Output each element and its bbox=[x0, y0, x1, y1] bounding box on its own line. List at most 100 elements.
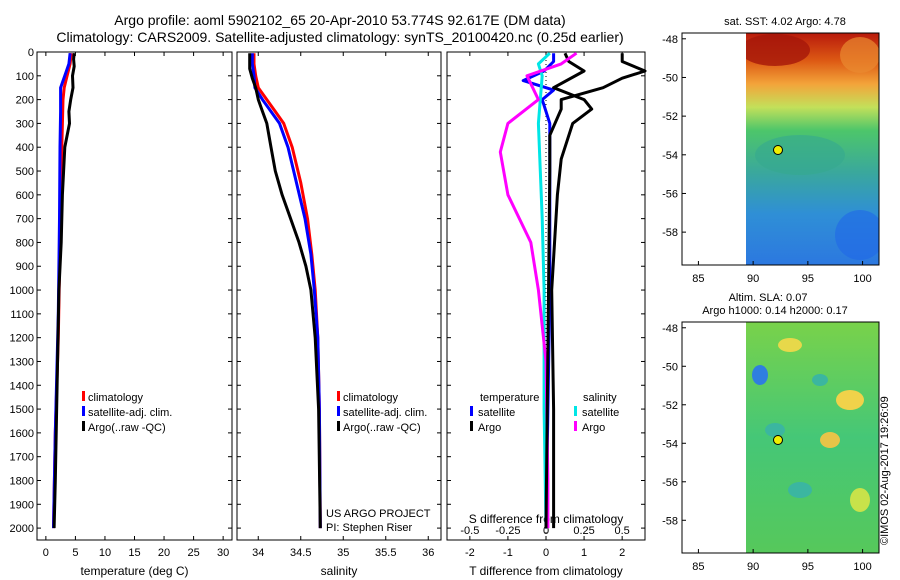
map-x-tick-label: 95 bbox=[802, 273, 814, 285]
legend-swatch bbox=[574, 406, 577, 416]
x-tick-label: -1 bbox=[503, 547, 513, 559]
x-axis-label: salinity bbox=[321, 564, 358, 578]
x-tick-label: 36 bbox=[422, 547, 434, 559]
map-y-tick-label: -48 bbox=[662, 323, 678, 335]
x-tick-label: 5 bbox=[72, 547, 78, 559]
x-tick-label: 0 bbox=[543, 547, 549, 559]
s-tick-label: -0.5 bbox=[460, 525, 479, 537]
legend-label: Argo(..raw -QC) bbox=[88, 422, 166, 434]
s-tick-label: -0.25 bbox=[495, 525, 520, 537]
legend-swatch bbox=[574, 421, 577, 431]
map-y-tick-label: -54 bbox=[662, 150, 678, 162]
map-x-tick-label: 100 bbox=[853, 561, 871, 573]
x-tick-label: 34.5 bbox=[290, 547, 311, 559]
x-tick-label: 25 bbox=[187, 547, 199, 559]
x-tick-label: 35 bbox=[337, 547, 349, 559]
map-y-tick-label: -56 bbox=[662, 188, 678, 200]
map-x-tick-label: 90 bbox=[747, 273, 759, 285]
y-tick-label: 1800 bbox=[10, 475, 34, 487]
map-y-tick-label: -54 bbox=[662, 438, 678, 450]
map-y-tick-label: -56 bbox=[662, 477, 678, 489]
legend-label: satellite bbox=[478, 407, 515, 419]
x-tick-label: 2 bbox=[619, 547, 625, 559]
credit-text: US ARGO PROJECT bbox=[326, 508, 431, 520]
map-x-tick-label: 85 bbox=[692, 561, 704, 573]
y-tick-label: 2000 bbox=[10, 523, 34, 535]
y-tick-label: 1100 bbox=[10, 309, 34, 321]
y-tick-label: 1700 bbox=[10, 452, 34, 464]
y-tick-label: 1600 bbox=[10, 428, 34, 440]
legend-swatch bbox=[337, 391, 340, 401]
x-axis-label: temperature (deg C) bbox=[80, 564, 188, 578]
x-tick-label: 20 bbox=[158, 547, 170, 559]
map-x-tick-label: 95 bbox=[802, 561, 814, 573]
y-tick-label: 1000 bbox=[10, 285, 34, 297]
pi-text: PI: Stephen Riser bbox=[326, 522, 413, 534]
y-tick-label: 500 bbox=[16, 166, 34, 178]
legend-swatch bbox=[82, 391, 85, 401]
sst-heatmap bbox=[746, 33, 879, 265]
s-tick-label: 0.25 bbox=[573, 525, 594, 537]
map-x-tick-label: 85 bbox=[692, 273, 704, 285]
legend-swatch bbox=[470, 421, 473, 431]
y-tick-label: 400 bbox=[16, 142, 34, 154]
plot-frame bbox=[36, 51, 233, 541]
sla-map-title-2: Argo h1000: 0.14 h2000: 0.17 bbox=[702, 305, 848, 317]
series-line-argo-raw-qc- bbox=[248, 53, 322, 529]
x-tick-label: 15 bbox=[128, 547, 140, 559]
map-y-tick-label: -50 bbox=[662, 361, 678, 373]
sla-profile-marker bbox=[773, 435, 783, 445]
legend-title-salinity: salinity bbox=[583, 392, 617, 404]
y-tick-label: 800 bbox=[16, 237, 34, 249]
legend-label: Argo bbox=[478, 422, 501, 434]
map-y-tick-label: -52 bbox=[662, 111, 678, 123]
x-tick-label: 10 bbox=[99, 547, 111, 559]
x-tick-label: 30 bbox=[217, 547, 229, 559]
map-y-tick-label: -58 bbox=[662, 515, 678, 527]
plot-frame bbox=[236, 51, 442, 541]
legend-title-temperature: temperature bbox=[480, 392, 539, 404]
sla-map-title-1: Altim. SLA: 0.07 bbox=[729, 292, 808, 304]
legend-label: climatology bbox=[88, 392, 144, 404]
legend-label: Argo bbox=[582, 422, 605, 434]
map-y-tick-label: -48 bbox=[662, 34, 678, 46]
y-tick-label: 1500 bbox=[10, 404, 34, 416]
y-tick-label: 1900 bbox=[10, 499, 34, 511]
legend-label: Argo(..raw -QC) bbox=[343, 422, 421, 434]
y-tick-label: 1300 bbox=[10, 356, 34, 368]
map-x-tick-label: 90 bbox=[747, 561, 759, 573]
map-y-tick-label: -58 bbox=[662, 227, 678, 239]
title-line-2: Climatology: CARS2009. Satellite-adjuste… bbox=[56, 29, 623, 45]
x-tick-label: 0 bbox=[43, 547, 49, 559]
y-tick-label: 0 bbox=[28, 47, 34, 59]
s-tick-label: 0.5 bbox=[615, 525, 630, 537]
legend-swatch bbox=[337, 406, 340, 416]
map-y-tick-label: -52 bbox=[662, 400, 678, 412]
timestamp: ©IMOS 02-Aug-2017 19:26:09 bbox=[879, 396, 891, 545]
s-tick-label: 0 bbox=[543, 525, 549, 537]
legend-label: satellite-adj. clim. bbox=[88, 407, 172, 419]
y-tick-label: 900 bbox=[16, 261, 34, 273]
y-tick-label: 1400 bbox=[10, 380, 34, 392]
legend-swatch bbox=[82, 406, 85, 416]
sst-map-panel: sat. SST: 4.02 Argo: 4.78 -48 -50 -52 -54 -5… bbox=[662, 16, 880, 285]
y-tick-label: 100 bbox=[16, 71, 34, 83]
difference-panel: -2 -1 0 1 2 T difference from climatology -0.5… bbox=[446, 51, 647, 578]
x-tick-label: 35.5 bbox=[375, 547, 396, 559]
salinity-panel: 34 34.5 35 35.5 36 salinity climatology satelli… bbox=[236, 51, 442, 578]
sst-profile-marker bbox=[773, 145, 783, 155]
x-tick-label: 1 bbox=[581, 547, 587, 559]
title-line-1: Argo profile: aoml 5902102_65 20-Apr-201… bbox=[114, 12, 565, 28]
sla-map-panel: Altim. SLA: 0.07 Argo h1000: 0.14 h2000:… bbox=[662, 292, 880, 573]
x-axis-label: T difference from climatology bbox=[469, 564, 623, 578]
sst-map-title: sat. SST: 4.02 Argo: 4.78 bbox=[724, 16, 846, 28]
series-line-argo-raw-qc- bbox=[52, 53, 76, 529]
series-line-s-argo-diff-scaled- bbox=[544, 53, 647, 529]
series-line-t-argo bbox=[550, 52, 594, 529]
y-tick-label: 600 bbox=[16, 190, 34, 202]
y-tick-label: 200 bbox=[16, 95, 34, 107]
legend-label: satellite-adj. clim. bbox=[343, 407, 427, 419]
y-tick-label: 1200 bbox=[10, 333, 34, 345]
map-x-tick-label: 100 bbox=[853, 273, 871, 285]
legend-label: climatology bbox=[343, 392, 399, 404]
